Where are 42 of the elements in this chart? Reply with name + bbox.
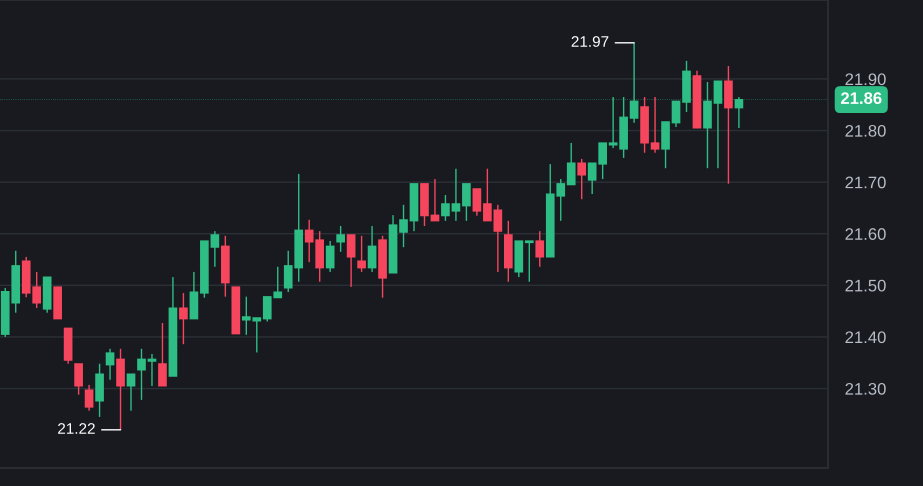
y-tick-label: 21.80 xyxy=(846,124,886,137)
candlestick xyxy=(84,384,94,412)
y-tick-label: 21.40 xyxy=(846,331,886,344)
candlestick xyxy=(630,42,638,124)
candlestick xyxy=(304,219,314,263)
candlestick xyxy=(106,348,114,380)
candlestick xyxy=(368,225,376,273)
candlestick xyxy=(336,225,345,252)
candlestick xyxy=(158,322,167,387)
candlestick xyxy=(734,96,744,129)
candlestick xyxy=(262,296,272,322)
ref-line-label: 21.86 xyxy=(841,92,882,104)
y-tick-label: 21.60 xyxy=(846,228,886,240)
candlestick xyxy=(126,373,136,412)
candlestick xyxy=(524,240,534,282)
candlestick xyxy=(588,162,597,195)
candlestick xyxy=(494,204,502,273)
y-tick-label: 21.30 xyxy=(846,382,886,395)
candlestick xyxy=(273,266,282,298)
candlestick xyxy=(346,234,356,288)
candlestick xyxy=(483,168,492,222)
candlestick xyxy=(556,178,566,222)
candlestick xyxy=(535,230,544,268)
candlestick xyxy=(598,142,607,180)
candlestick xyxy=(242,296,251,336)
candlestick xyxy=(74,363,83,396)
y-tick-label: 21.90 xyxy=(846,73,886,86)
candlestick xyxy=(326,240,334,273)
candlestick xyxy=(179,292,188,345)
candlestick xyxy=(357,235,366,273)
y-tick-label: 21.70 xyxy=(846,176,886,188)
candlestick xyxy=(566,142,576,186)
annotation: 21.22 xyxy=(58,423,95,434)
candlestick xyxy=(284,250,293,293)
candlestick xyxy=(577,158,586,200)
candlestick xyxy=(252,317,262,354)
y-tick-label: 21.50 xyxy=(846,280,886,292)
candlestick xyxy=(608,96,618,149)
candlestick xyxy=(472,188,482,216)
candlestick xyxy=(210,230,220,268)
candlestick xyxy=(32,271,42,309)
annotation: 21.97 xyxy=(572,36,608,47)
